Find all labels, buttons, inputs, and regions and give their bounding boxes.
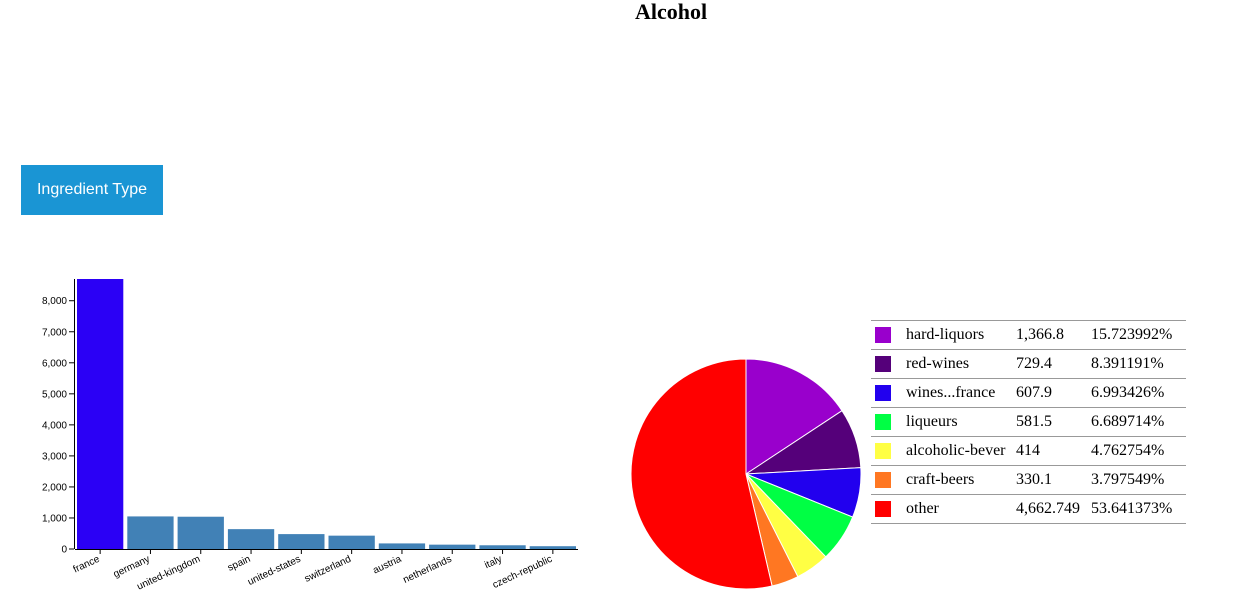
legend-frequency: 330.1	[1016, 465, 1091, 495]
legend-swatch-cell	[871, 378, 906, 408]
legend-swatch-cell	[871, 407, 906, 437]
legend-row[interactable]: red-wines 729.4 8.391191%	[871, 349, 1186, 379]
bar-germany[interactable]	[127, 516, 174, 549]
legend-frequency: 607.9	[1016, 378, 1091, 408]
legend-label: hard-liquors	[906, 320, 1016, 350]
x-tick-label: italy	[483, 554, 504, 571]
legend-label: alcoholic-bever	[906, 436, 1016, 466]
bar-czech-republic[interactable]	[529, 546, 576, 549]
bar-france[interactable]	[77, 279, 124, 549]
x-tick-label: germany	[112, 554, 152, 580]
legend-swatch	[875, 356, 891, 373]
bar-netherlands[interactable]	[429, 544, 476, 549]
legend-swatch-cell	[871, 320, 906, 350]
legend-row[interactable]: hard-liquors 1,366.8 15.723992%	[871, 320, 1186, 350]
legend-percentage: 3.797549%	[1091, 465, 1186, 495]
legend-row[interactable]: wines...france 607.9 6.993426%	[871, 378, 1186, 408]
y-tick-label: 1,000	[42, 513, 67, 524]
pie-chart	[630, 358, 862, 590]
y-tick-label: 3,000	[42, 451, 67, 462]
x-tick-label: france	[72, 554, 102, 576]
x-tick-label: austria	[371, 554, 403, 577]
legend-percentage: 6.689714%	[1091, 407, 1186, 437]
legend-swatch-cell	[871, 436, 906, 466]
legend-percentage: 15.723992%	[1091, 320, 1186, 350]
page-title: Alcohol	[634, 0, 708, 24]
legend-swatch	[875, 327, 891, 344]
bar-spain[interactable]	[227, 529, 275, 549]
legend-label: other	[906, 494, 1016, 524]
legend-frequency: 414	[1016, 436, 1091, 466]
legend-row[interactable]: other 4,662.749 53.641373%	[871, 494, 1186, 524]
y-tick-label: 8,000	[42, 296, 67, 307]
legend-frequency: 4,662.749	[1016, 494, 1091, 524]
legend-swatch-cell	[871, 494, 906, 524]
legend-row[interactable]: craft-beers 330.1 3.797549%	[871, 465, 1186, 495]
legend-table: hard-liquors 1,366.8 15.723992% red-wines 72…	[871, 320, 1186, 524]
bar-united-states[interactable]	[278, 534, 325, 549]
x-tick-label: united-states	[246, 554, 303, 588]
x-tick-label: switzerland	[303, 554, 353, 585]
x-tick-label: netherlands	[402, 554, 454, 586]
bar-italy[interactable]	[479, 545, 526, 549]
legend-frequency: 1,366.8	[1016, 320, 1091, 350]
legend-swatch-cell	[871, 349, 906, 379]
legend-row[interactable]: liqueurs 581.5 6.689714%	[871, 407, 1186, 437]
y-tick-label: 5,000	[42, 389, 67, 400]
legend-frequency: 729.4	[1016, 349, 1091, 379]
bar-chart: 0 1,000 2,000 3,000 4,000 5,000 6,000 7,000 8,00…	[42, 279, 578, 593]
legend-swatch	[875, 443, 891, 460]
bar-united-kingdom[interactable]	[177, 516, 224, 549]
legend-percentage: 53.641373%	[1091, 494, 1186, 524]
legend-percentage: 6.993426%	[1091, 378, 1186, 408]
bar-switzerland[interactable]	[328, 535, 375, 549]
legend-label: craft-beers	[906, 465, 1016, 495]
legend-swatch-cell	[871, 465, 906, 495]
legend-swatch	[875, 501, 891, 518]
y-tick-label: 0	[61, 545, 67, 556]
legend-row[interactable]: alcoholic-bever 414 4.762754%	[871, 436, 1186, 466]
y-tick-label: 2,000	[42, 482, 67, 493]
legend-percentage: 8.391191%	[1091, 349, 1186, 379]
legend-percentage: 4.762754%	[1091, 436, 1186, 466]
bar-austria[interactable]	[378, 543, 426, 549]
y-tick-label: 4,000	[42, 420, 67, 431]
x-tick-label: spain	[226, 554, 252, 574]
legend-label: red-wines	[906, 349, 1016, 379]
y-tick-label: 6,000	[42, 358, 67, 369]
legend-frequency: 581.5	[1016, 407, 1091, 437]
legend-swatch	[875, 472, 891, 489]
y-tick-label: 7,000	[42, 327, 67, 338]
legend-label: wines...france	[906, 378, 1016, 408]
legend-label: liqueurs	[906, 407, 1016, 437]
legend-swatch	[875, 385, 891, 402]
legend-swatch	[875, 414, 891, 431]
pie-slice-other[interactable]	[630, 358, 773, 590]
ingredient-type-button[interactable]: Ingredient Type	[21, 165, 163, 215]
pie-slice-hard-liquors[interactable]	[745, 358, 843, 475]
